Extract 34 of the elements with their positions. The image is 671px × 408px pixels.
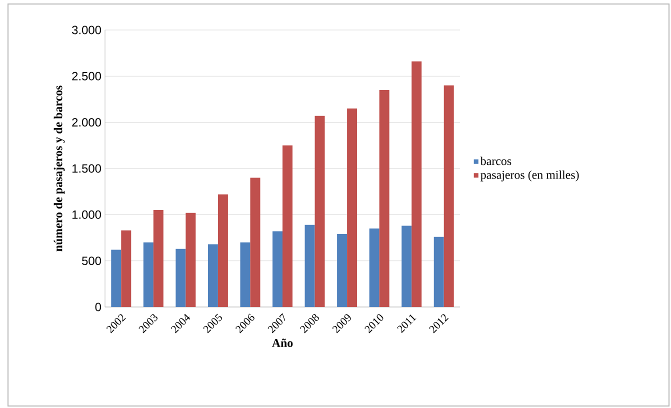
y-tick-label: 0 xyxy=(95,302,102,312)
bar xyxy=(434,236,444,307)
bar xyxy=(304,224,315,307)
bar xyxy=(186,212,196,307)
bar xyxy=(402,226,412,307)
y-axis-title: número de pasajeros y de barcos xyxy=(54,86,65,252)
bar xyxy=(444,85,454,307)
bar xyxy=(369,228,380,307)
bar xyxy=(412,61,422,307)
bar xyxy=(176,248,186,307)
bar xyxy=(379,90,390,307)
bar xyxy=(337,234,348,307)
bar xyxy=(218,194,228,307)
x-axis-title: Año xyxy=(272,338,293,348)
bar xyxy=(282,145,293,307)
x-tick-label: 2011 xyxy=(397,314,416,333)
y-tick-label: 1.500 xyxy=(72,164,102,173)
y-tick-label: 2.000 xyxy=(72,118,102,127)
bar xyxy=(250,178,260,307)
y-tick-label: 3.000 xyxy=(72,26,102,34)
y-tick-label: 2.500 xyxy=(72,72,102,80)
bar xyxy=(240,242,250,307)
bar xyxy=(143,242,154,307)
legend-label: pasajeros (en milles) xyxy=(480,170,579,182)
bar xyxy=(347,108,358,307)
bar xyxy=(111,250,122,307)
legend-label: barcos xyxy=(480,156,512,166)
y-tick-label: 1.000 xyxy=(72,210,102,219)
y-tick-label: 500 xyxy=(82,256,102,266)
bar xyxy=(153,210,164,307)
bar xyxy=(121,230,132,307)
bar xyxy=(272,231,283,307)
bar xyxy=(208,244,218,307)
bar xyxy=(314,116,325,307)
